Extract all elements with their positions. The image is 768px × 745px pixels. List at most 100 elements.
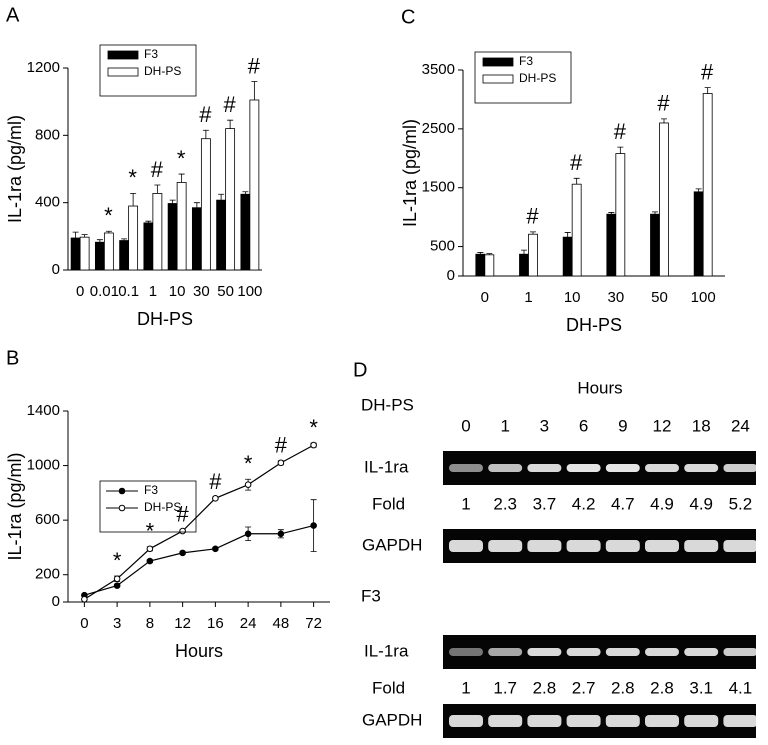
gel-band: [527, 715, 562, 727]
bar: [225, 128, 236, 271]
x-tick-label: 50: [217, 283, 234, 300]
x-axis-label: DH-PS: [566, 315, 622, 335]
x-tick-label: 100: [691, 289, 716, 306]
error-bar: [704, 87, 711, 94]
gel-band: [684, 715, 719, 727]
band-label: IL-1ra: [364, 457, 409, 476]
legend-box: [99, 44, 197, 97]
gel-band: [488, 464, 523, 472]
bar: [167, 203, 178, 271]
significance-mark: #: [177, 502, 190, 527]
x-tick-label: 12: [174, 615, 191, 632]
panel-label: A: [6, 4, 20, 26]
gel-band: [488, 715, 523, 727]
x-tick-label: 3: [113, 615, 121, 632]
legend-label: F3: [519, 54, 533, 68]
x-tick-label: 50: [651, 289, 668, 306]
x-tick-label: 30: [607, 289, 624, 306]
legend-label: F3: [144, 483, 158, 497]
x-tick-label: 24: [240, 615, 257, 632]
significance-mark: #: [248, 53, 261, 78]
y-tick-label: 1000: [27, 457, 60, 474]
lane-label: 1: [500, 416, 509, 435]
legend-swatch: [482, 74, 514, 84]
fold-value: 2.8: [650, 678, 674, 697]
error-bar: [486, 253, 493, 255]
significance-mark: *: [146, 519, 155, 544]
bar: [240, 193, 251, 271]
significance-mark: *: [177, 146, 186, 171]
error-bar: [227, 119, 234, 129]
fold-value: 4.7: [611, 494, 635, 513]
gel-band: [449, 715, 483, 727]
error-bar: [193, 202, 200, 208]
line: [84, 525, 314, 596]
bar: [606, 213, 617, 277]
fold-value: 4.9: [650, 494, 674, 513]
gel-band: [566, 648, 601, 656]
error-bar: [242, 191, 249, 195]
bar: [659, 122, 669, 277]
y-tick-label: 0: [447, 267, 455, 284]
fold-value: 3.1: [689, 678, 713, 697]
lane-label: 18: [692, 416, 711, 435]
x-tick-label: 10: [564, 289, 581, 306]
gel-band: [566, 715, 601, 727]
y-tick-label: 600: [35, 511, 60, 528]
gel-band: [723, 540, 758, 552]
legend-swatch: [107, 67, 139, 77]
x-tick-label: 1: [149, 283, 157, 300]
y-tick-label: 0: [52, 593, 60, 610]
y-tick-label: 1400: [27, 402, 60, 419]
lane-label: 12: [653, 416, 672, 435]
error-bar: [202, 129, 209, 139]
significance-mark: #: [275, 433, 288, 458]
y-tick-label: 1200: [27, 59, 60, 76]
control-label: GAPDH: [362, 535, 422, 554]
significance-mark: #: [657, 91, 670, 116]
error-bar: [564, 232, 571, 238]
group-label: F3: [361, 586, 381, 605]
marker: [179, 527, 186, 535]
legend-label: DH-PS: [144, 500, 181, 514]
legend-swatch: [482, 57, 514, 67]
error-bar: [145, 220, 152, 223]
error-bar: [251, 81, 258, 100]
y-axis-label: IL-1ra (pg/ml): [400, 119, 420, 227]
gel-title: Hours: [577, 378, 622, 397]
marker: [146, 557, 154, 565]
line: [84, 444, 314, 600]
panel-label: C: [401, 6, 415, 28]
gel-band: [449, 464, 483, 472]
gel-band: [605, 648, 640, 656]
marker: [179, 549, 186, 557]
error-bar: [130, 193, 137, 207]
error-bar: [617, 146, 624, 154]
fold-value: 4.1: [729, 678, 753, 697]
lane-label: 0: [461, 416, 470, 435]
y-tick-label: 400: [35, 194, 60, 211]
marker: [113, 582, 121, 589]
x-tick-label: 0: [80, 615, 88, 632]
x-tick-label: 8: [146, 615, 154, 632]
lane-label: 6: [579, 416, 588, 435]
bar: [249, 99, 260, 271]
error-bar: [169, 199, 176, 204]
bar: [128, 205, 139, 271]
y-tick-label: 0: [52, 261, 60, 278]
fold-value: 5.2: [729, 494, 753, 513]
error-bar: [121, 238, 128, 241]
error-bar: [72, 231, 79, 239]
gel-band: [605, 464, 640, 472]
legend-box: [99, 480, 197, 533]
gel-band: [527, 464, 562, 472]
significance-mark: #: [701, 59, 714, 84]
marker: [310, 522, 317, 529]
y-tick-label: 1500: [422, 179, 455, 196]
bar: [475, 253, 486, 277]
x-tick-label: 30: [193, 283, 210, 300]
gel-band: [488, 540, 523, 552]
fold-value: 1: [461, 678, 470, 697]
panel-label: B: [6, 347, 19, 369]
